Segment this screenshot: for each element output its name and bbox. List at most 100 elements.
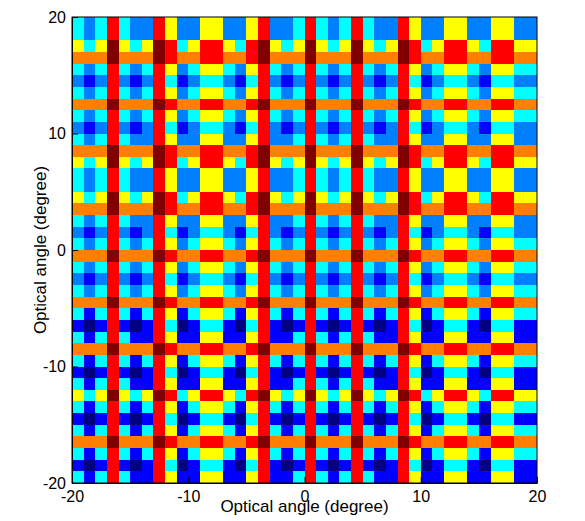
heatmap-cell xyxy=(421,425,433,437)
heatmap-cell xyxy=(432,262,444,274)
heatmap-cell xyxy=(502,367,514,379)
heatmap-cell xyxy=(200,401,212,413)
heatmap-cell xyxy=(119,320,131,332)
heatmap-cell xyxy=(502,308,514,320)
heatmap-cell xyxy=(165,401,177,413)
heatmap-cell xyxy=(177,238,189,250)
heatmap-cell xyxy=(177,401,189,413)
heatmap-cell xyxy=(398,297,410,309)
heatmap-cell xyxy=(409,401,421,413)
heatmap-cell xyxy=(328,297,340,309)
heatmap-cell xyxy=(246,87,258,99)
heatmap-cell xyxy=(258,262,270,274)
heatmap-cell xyxy=(386,17,398,29)
heatmap-cell xyxy=(491,390,503,402)
heatmap-cell xyxy=(456,180,468,192)
heatmap-cell xyxy=(339,401,351,413)
heatmap-cell xyxy=(467,40,479,52)
heatmap-cell xyxy=(525,215,537,227)
heatmap-cell xyxy=(398,122,410,134)
heatmap-cell xyxy=(409,75,421,87)
heatmap-cell xyxy=(235,99,247,111)
heatmap-cell xyxy=(444,52,456,64)
heatmap-cell xyxy=(153,320,165,332)
heatmap-cell xyxy=(142,448,154,460)
heatmap-cell xyxy=(432,238,444,250)
heatmap-cell xyxy=(305,367,317,379)
heatmap-cell xyxy=(363,297,375,309)
heatmap-cell xyxy=(444,17,456,29)
heatmap-cell xyxy=(223,320,235,332)
heatmap-cell xyxy=(212,273,224,285)
heatmap-cell xyxy=(142,17,154,29)
heatmap-cell xyxy=(130,308,142,320)
heatmap-cell xyxy=(293,355,305,367)
heatmap-cell xyxy=(316,64,328,76)
heatmap-cell xyxy=(363,134,375,146)
heatmap-cell xyxy=(305,448,317,460)
heatmap-cell xyxy=(177,413,189,425)
heatmap-cell xyxy=(270,168,282,180)
heatmap-cell xyxy=(444,320,456,332)
heatmap-cell xyxy=(212,134,224,146)
heatmap-cell xyxy=(316,308,328,320)
heatmap-cell xyxy=(188,29,200,41)
heatmap-cell xyxy=(456,168,468,180)
heatmap-cell xyxy=(223,227,235,239)
heatmap-cell xyxy=(119,273,131,285)
heatmap-cell xyxy=(305,87,317,99)
heatmap-cell xyxy=(456,308,468,320)
heatmap-cell xyxy=(456,238,468,250)
heatmap-cell xyxy=(258,250,270,262)
heatmap-cell xyxy=(142,157,154,169)
heatmap-cell xyxy=(212,250,224,262)
heatmap-cell xyxy=(339,180,351,192)
heatmap-cell xyxy=(305,436,317,448)
heatmap-cell xyxy=(467,343,479,355)
heatmap-cell xyxy=(270,390,282,402)
heatmap-cell xyxy=(456,40,468,52)
heatmap-cell xyxy=(270,460,282,472)
heatmap-cell xyxy=(305,285,317,297)
heatmap-cell xyxy=(142,401,154,413)
heatmap-cell xyxy=(432,40,444,52)
heatmap-cell xyxy=(421,413,433,425)
heatmap-cell xyxy=(293,52,305,64)
heatmap-cell xyxy=(351,29,363,41)
heatmap-cell xyxy=(119,157,131,169)
heatmap-cell xyxy=(467,262,479,274)
heatmap-cell xyxy=(165,273,177,285)
heatmap-cell xyxy=(212,145,224,157)
heatmap-cell xyxy=(223,40,235,52)
heatmap-cell xyxy=(328,238,340,250)
heatmap-cell xyxy=(363,262,375,274)
heatmap-cell xyxy=(514,460,526,472)
heatmap-cell xyxy=(409,99,421,111)
heatmap-cell xyxy=(258,110,270,122)
heatmap-cell xyxy=(165,308,177,320)
heatmap-cell xyxy=(258,180,270,192)
heatmap-cell xyxy=(514,64,526,76)
heatmap-cell xyxy=(246,192,258,204)
heatmap-cell xyxy=(444,308,456,320)
tick-label: 0 xyxy=(57,242,66,259)
heatmap-cell xyxy=(398,285,410,297)
heatmap-cell xyxy=(95,401,107,413)
heatmap-cell xyxy=(130,52,142,64)
heatmap-cell xyxy=(374,227,386,239)
heatmap-cell xyxy=(421,238,433,250)
heatmap-cell xyxy=(502,157,514,169)
heatmap-cell xyxy=(130,355,142,367)
heatmap-cell xyxy=(130,168,142,180)
heatmap-cell xyxy=(258,122,270,134)
heatmap-cell xyxy=(386,460,398,472)
heatmap-cell xyxy=(409,40,421,52)
heatmap-cell xyxy=(107,367,119,379)
heatmap-cell xyxy=(525,52,537,64)
heatmap-cell xyxy=(212,401,224,413)
heatmap-cell xyxy=(444,471,456,483)
heatmap-cell xyxy=(107,122,119,134)
heatmap-cell xyxy=(386,99,398,111)
heatmap-cell xyxy=(456,87,468,99)
heatmap-cell xyxy=(293,157,305,169)
